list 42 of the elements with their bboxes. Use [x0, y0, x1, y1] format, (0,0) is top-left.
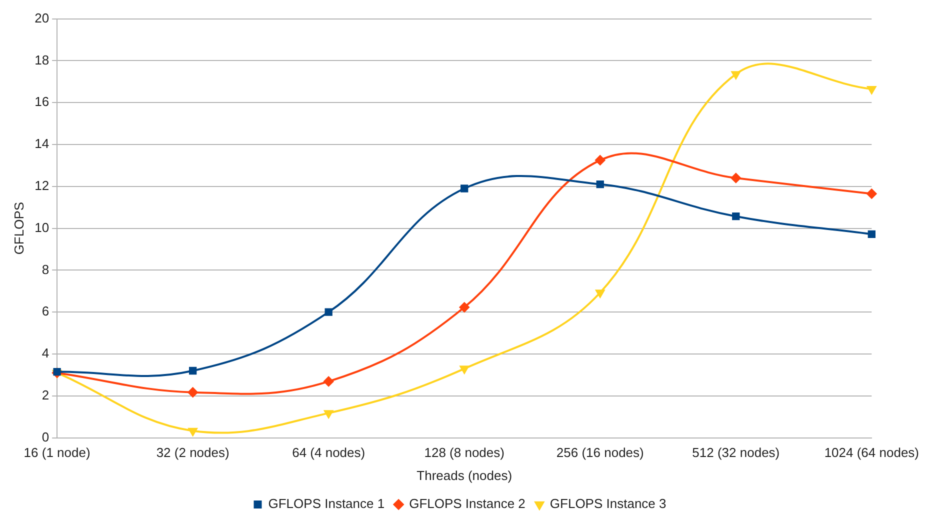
point — [866, 188, 877, 199]
y-tick-label: 10 — [34, 220, 50, 235]
point — [460, 366, 469, 374]
point — [53, 368, 61, 376]
x-tick-label: 64 (4 nodes) — [292, 445, 366, 460]
y-tick-label: 4 — [42, 346, 50, 361]
y-tick-label: 0 — [42, 429, 50, 444]
x-axis-title: Threads (nodes) — [416, 468, 512, 483]
point — [596, 180, 604, 188]
y-tick-label: 12 — [34, 178, 50, 193]
legend-label: GFLOPS Instance 1 — [268, 496, 385, 512]
y-axis-title: GFLOPS — [11, 202, 26, 255]
x-tick-label: 512 (32 nodes) — [692, 445, 780, 460]
x-tick-label: 1024 (64 nodes) — [824, 445, 920, 460]
point — [596, 290, 605, 298]
point — [459, 302, 470, 312]
x-tick-label: 32 (2 nodes) — [156, 445, 230, 460]
point — [595, 155, 606, 166]
point — [868, 230, 876, 238]
legend-label: GFLOPS Instance 3 — [550, 496, 666, 512]
point — [730, 173, 741, 184]
y-tick-label: 14 — [34, 136, 50, 152]
y-tick-label: 20 — [34, 10, 50, 26]
x-tick-label: 16 (1 node) — [24, 445, 90, 460]
x-tick-label: 256 (16 nodes) — [556, 445, 644, 460]
x-tick-label: 128 (8 nodes) — [424, 445, 504, 460]
y-tick-label: 16 — [34, 94, 50, 110]
point — [324, 376, 334, 386]
y-tick-label: 8 — [42, 262, 50, 277]
y-tick-label: 18 — [34, 52, 50, 68]
point — [867, 86, 876, 94]
y-tick-label: 2 — [42, 387, 50, 402]
legend-label: GFLOPS Instance 2 — [409, 496, 526, 512]
point — [732, 212, 740, 220]
point — [731, 71, 740, 80]
point — [189, 366, 197, 375]
point — [460, 184, 468, 192]
point — [188, 387, 198, 398]
point — [324, 308, 332, 316]
point — [188, 428, 198, 436]
y-tick-label: 6 — [42, 304, 50, 319]
point — [324, 410, 334, 418]
